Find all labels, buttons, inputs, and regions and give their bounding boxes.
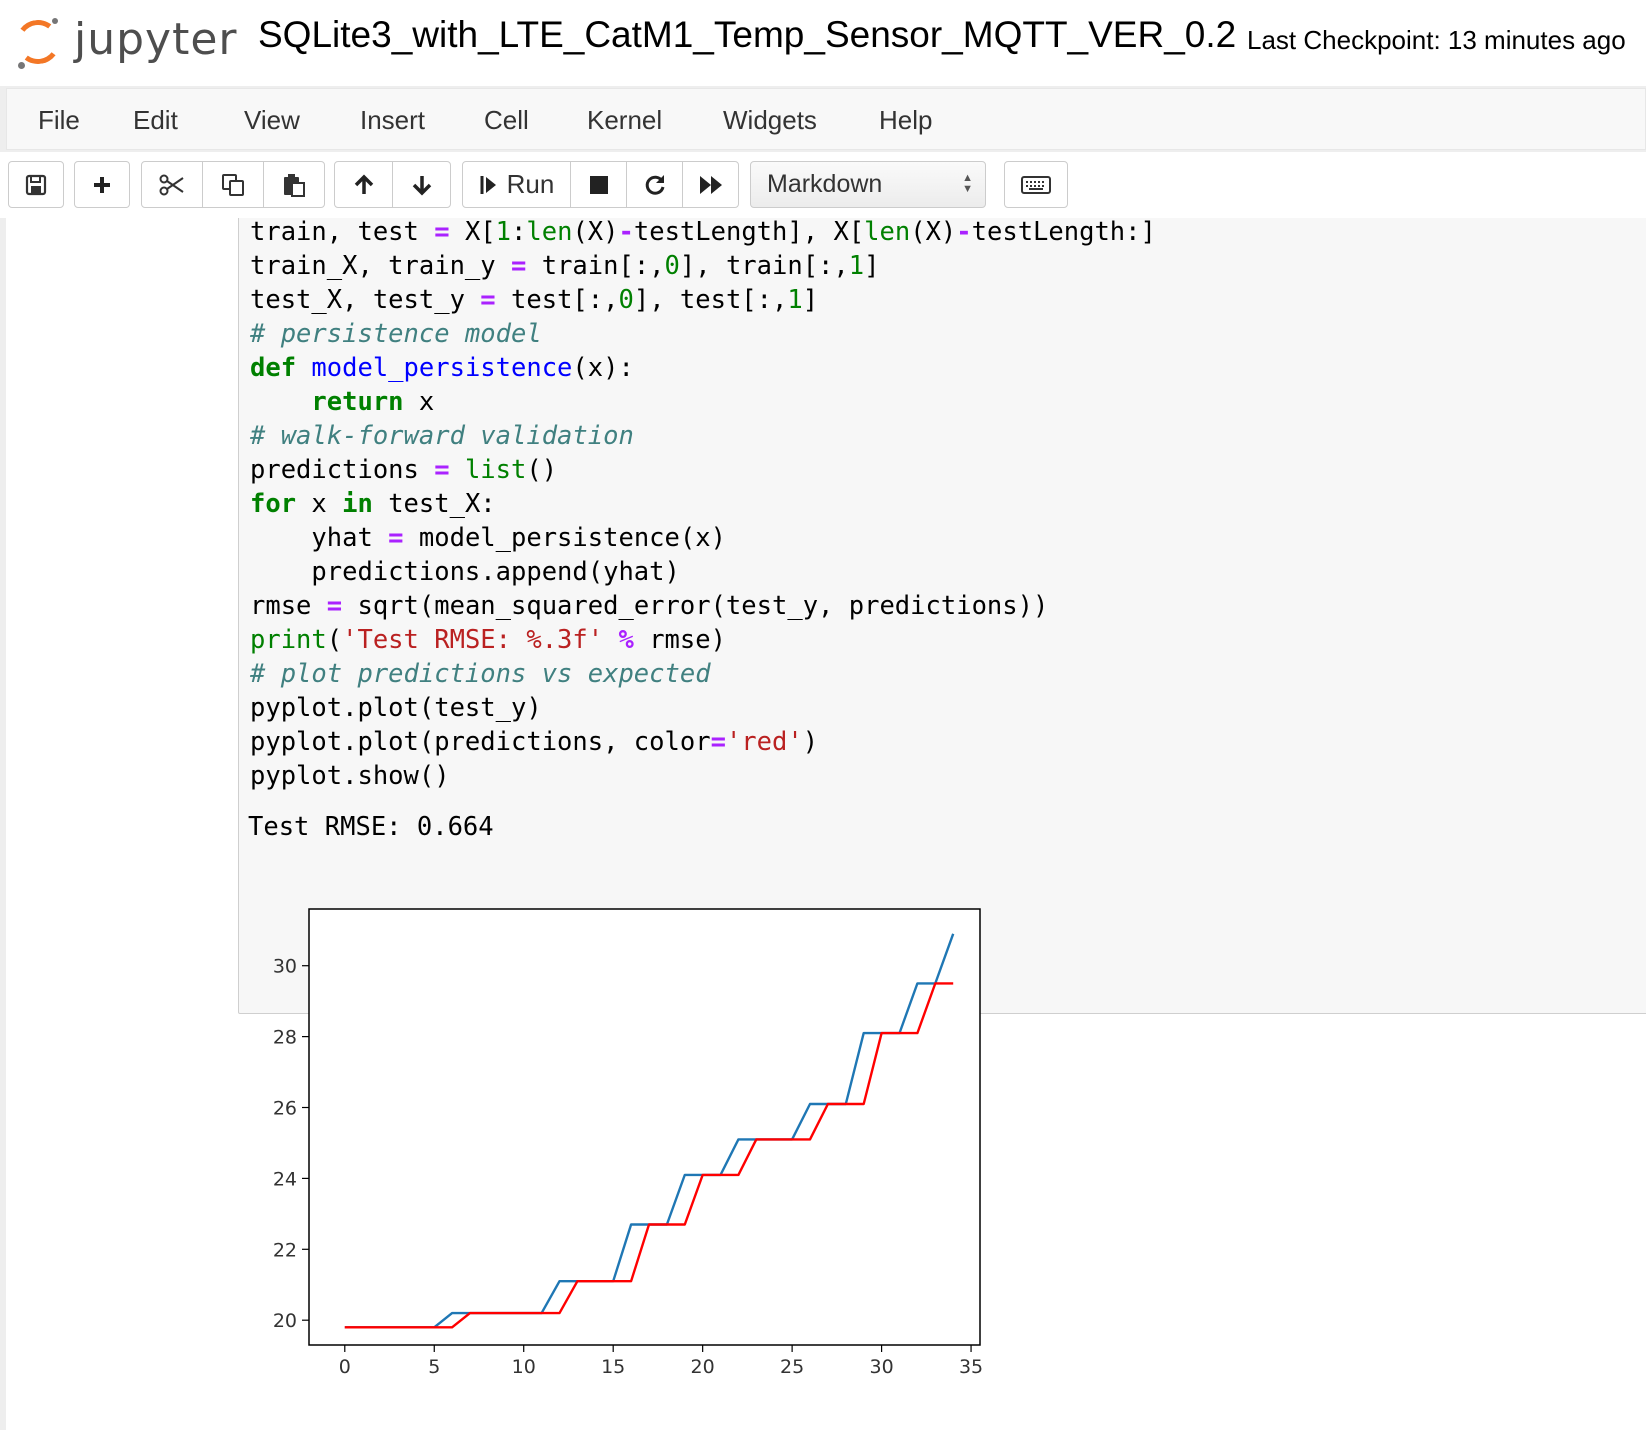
code-line: rmse = sqrt(mean_squared_error(test_y, p… — [250, 591, 1049, 621]
logo-moon-dot — [52, 18, 58, 24]
y-tick-label: 30 — [273, 956, 297, 978]
code-comment: # walk-forward validation — [250, 421, 634, 451]
code-line: yhat = model_persistence(x) — [250, 523, 726, 553]
line-chart: 0 5 10 15 20 25 30 35 20 22 24 26 28 30 — [273, 908, 983, 1378]
x-tick-label: 20 — [691, 1356, 715, 1378]
code-line: predictions.append(yhat) — [250, 557, 680, 587]
code-line: print('Test RMSE: %.3f' % rmse) — [250, 625, 726, 655]
x-tick-label: 10 — [512, 1356, 536, 1378]
code-line: predictions = list() — [250, 455, 558, 485]
menu-insert[interactable]: Insert — [360, 105, 426, 135]
paste-icon — [284, 173, 305, 197]
code-line: train_X, train_y = train[:,0], train[:,1… — [250, 251, 880, 281]
save-icon — [25, 174, 47, 195]
code-line: pyplot.show() — [250, 761, 450, 791]
fast-forward-icon — [699, 175, 722, 194]
menu-cell[interactable]: Cell — [484, 105, 529, 135]
header: jupyter SQLite3_with_LTE_CatM1_Temp_Sens… — [0, 0, 1646, 86]
x-tick-label: 15 — [601, 1356, 625, 1378]
save-button[interactable] — [8, 161, 64, 208]
y-tick-label: 24 — [273, 1168, 297, 1190]
command-palette-button[interactable] — [1004, 161, 1068, 208]
copy-icon — [222, 173, 244, 196]
code-comment: # plot predictions vs expected — [250, 659, 711, 689]
plus-icon — [94, 176, 110, 193]
y-tick-label: 20 — [273, 1310, 297, 1332]
jupyter-logo[interactable]: jupyter — [13, 12, 251, 72]
stop-icon — [589, 175, 608, 194]
copy-button[interactable] — [202, 161, 264, 208]
x-tick-label: 30 — [869, 1356, 893, 1378]
code-line: return x — [311, 387, 435, 417]
arrow-up-icon — [354, 174, 373, 194]
cell-output-text: Test RMSE: 0.664 — [248, 812, 494, 842]
interrupt-button[interactable] — [570, 161, 627, 208]
arrow-down-icon — [412, 175, 431, 195]
code-line: for x in test_X: — [250, 489, 496, 519]
series-line-predictions — [344, 982, 954, 1329]
restart-run-all-button[interactable] — [682, 161, 739, 208]
cut-button[interactable] — [141, 161, 203, 208]
y-tick-label: 26 — [273, 1098, 297, 1120]
code-line: pyplot.plot(test_y) — [250, 693, 542, 723]
move-up-button[interactable] — [334, 161, 393, 208]
menu-view[interactable]: View — [244, 105, 300, 135]
select-arrows-icon: ▲ ▼ — [962, 172, 973, 195]
x-tick-label: 0 — [339, 1356, 351, 1378]
cell-type-select[interactable]: Markdown ▲ ▼ — [750, 161, 986, 208]
code-line: test_X, test_y = test[:,0], test[:,1] — [250, 285, 819, 315]
menu-file[interactable]: File — [38, 105, 80, 135]
notebook-container: train, test = X[1:len(X)-testLength], X[… — [6, 218, 1646, 1430]
run-label: Run — [506, 169, 555, 199]
restart-icon — [645, 174, 664, 195]
restart-kernel-button[interactable] — [626, 161, 683, 208]
code-line: train, test = X[1:len(X)-testLength], X[… — [250, 218, 1156, 247]
menu-kernel[interactable]: Kernel — [587, 105, 663, 135]
code-comment: # persistence model — [250, 319, 542, 349]
menu-help[interactable]: Help — [879, 105, 933, 135]
code-line: def model_persistence(x): — [250, 353, 634, 383]
logo-moon-dot — [18, 62, 25, 69]
x-tick-label: 25 — [780, 1356, 804, 1378]
move-down-button[interactable] — [392, 161, 451, 208]
toolbar: Run Markdown ▲ ▼ — [0, 152, 1646, 218]
keyboard-icon — [1021, 175, 1051, 194]
notebook-title[interactable]: SQLite3_with_LTE_CatM1_Temp_Sensor_MQTT_… — [258, 14, 1237, 55]
jupyter-logo-icon — [13, 17, 63, 67]
insert-cell-button[interactable] — [74, 161, 130, 208]
menu-widgets[interactable]: Widgets — [723, 105, 817, 135]
run-icon — [480, 175, 496, 194]
cell-type-value: Markdown — [767, 170, 883, 198]
checkpoint-status: Last Checkpoint: 13 minutes ago — [1247, 25, 1626, 55]
menu-edit[interactable]: Edit — [133, 105, 178, 135]
x-tick-label: 35 — [959, 1356, 983, 1378]
scissors-icon — [159, 174, 184, 195]
x-tick-label: 5 — [428, 1356, 440, 1378]
y-tick-label: 28 — [273, 1027, 297, 1049]
code-line: pyplot.plot(predictions, color='red') — [250, 727, 819, 757]
menu-bar: File Edit View Insert Cell Kernel Widget… — [6, 88, 1646, 150]
logo-text: jupyter — [74, 14, 238, 65]
y-tick-label: 22 — [273, 1239, 297, 1261]
plot-area — [308, 908, 981, 1346]
paste-button[interactable] — [263, 161, 325, 208]
run-button[interactable]: Run — [462, 161, 571, 208]
code-cell[interactable]: train, test = X[1:len(X)-testLength], X[… — [238, 218, 1646, 1014]
